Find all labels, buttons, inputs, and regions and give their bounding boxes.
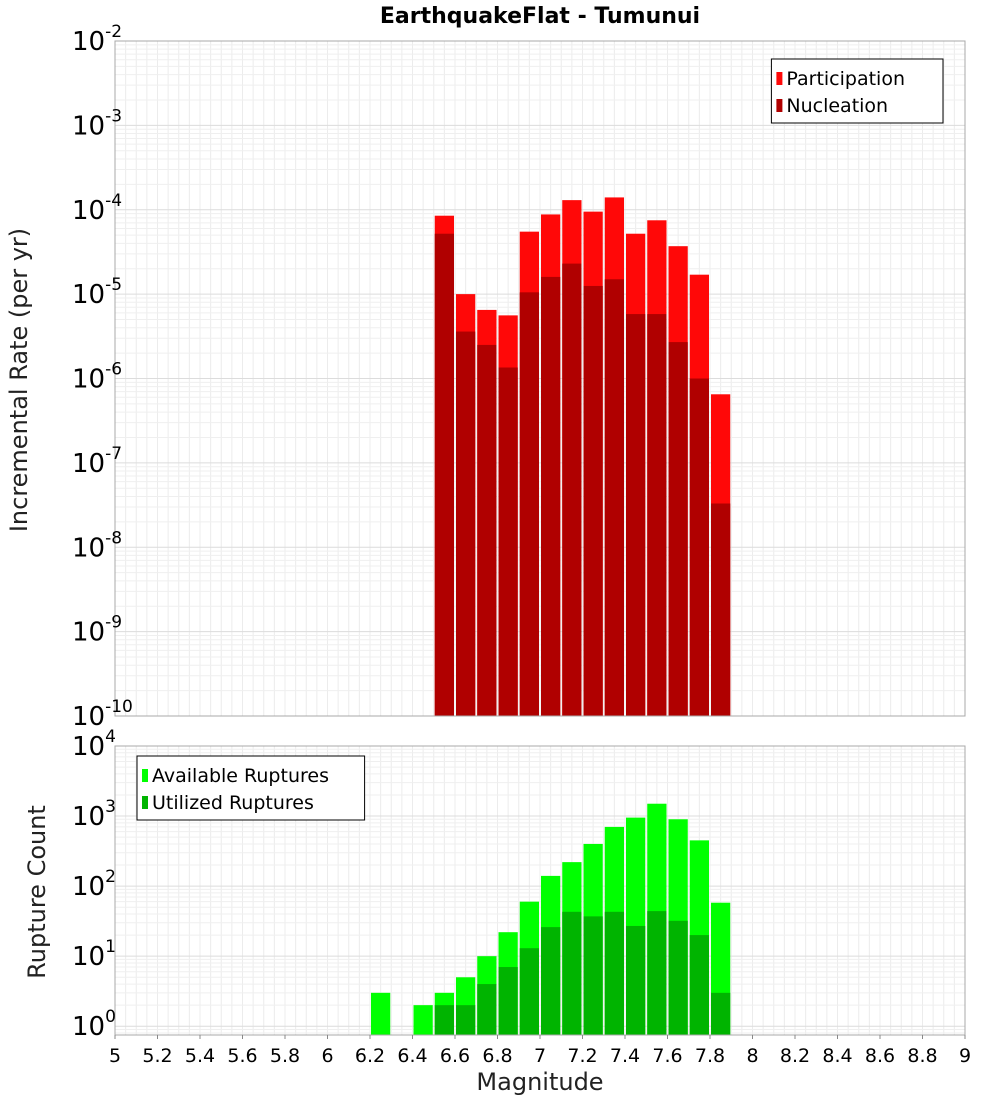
bottom-x-tick-label: 6.6	[440, 1045, 470, 1067]
top-bar	[477, 344, 497, 716]
bottom-gridlines	[114, 746, 966, 1035]
bottom-bar	[604, 911, 624, 1035]
bottom-x-tick-label: 8	[746, 1045, 758, 1067]
x-axis-label: Magnitude	[476, 1068, 603, 1096]
bottom-x-tick-label: 7.2	[567, 1045, 597, 1067]
top-legend-swatch	[776, 99, 783, 112]
bottom-legend: Available Ruptures Utilized Ruptures	[136, 755, 366, 821]
bottom-bar	[519, 948, 539, 1035]
top-series-2	[434, 233, 731, 716]
bottom-bar	[434, 1005, 454, 1035]
top-legend-swatch	[776, 72, 783, 85]
chart-title: EarthquakeFlat - Tumunui	[380, 4, 700, 29]
top-plot-border	[114, 40, 966, 717]
bottom-x-tick-label: 7.4	[610, 1045, 640, 1067]
bottom-y-tick-label: 104	[72, 727, 116, 762]
bottom-bar	[371, 992, 391, 1035]
bottom-y-axis-label: Rupture Count	[23, 805, 51, 979]
top-y-tick-label: 10-10	[72, 697, 133, 732]
top-legend-label: Participation	[786, 68, 905, 90]
bottom-x-tick-label: 5.2	[142, 1045, 172, 1067]
top-bar	[668, 342, 688, 716]
bottom-y-tick-label: 103	[72, 797, 116, 832]
top-bar	[626, 314, 646, 716]
top-bar	[541, 276, 561, 716]
top-bar	[711, 503, 731, 716]
top-gridlines	[114, 41, 966, 717]
bottom-y-tick-label: 102	[72, 867, 116, 902]
bottom-series-2	[434, 911, 731, 1035]
top-legend-box	[770, 58, 944, 124]
top-y-tick-label: 10-4	[72, 191, 122, 226]
top-y-tick-label: 10-7	[72, 444, 122, 479]
bottom-x-tick-label: 5.8	[270, 1045, 300, 1067]
bottom-x-tick-label: 7.6	[652, 1045, 682, 1067]
top-bar	[519, 292, 539, 716]
bottom-legend-swatch	[142, 769, 148, 782]
bottom-y-tick-label: 101	[72, 937, 116, 972]
bottom-x-tick-label: 5	[109, 1045, 121, 1067]
bottom-bar	[626, 925, 646, 1035]
bottom-x-tick-label: 6	[321, 1045, 333, 1067]
top-bar	[562, 263, 582, 716]
top-y-axis-label: Incremental Rate (per yr)	[5, 228, 33, 532]
bottom-legend-swatch	[142, 796, 148, 809]
top-bar	[689, 378, 709, 716]
bottom-plot-area: 100 101 102 103 104 5 5.2 5.4 5.6 5.8 6 6.2 6.4 6.6 6.…	[72, 727, 971, 1067]
bottom-bar	[689, 935, 709, 1035]
bottom-bar	[668, 920, 688, 1035]
bottom-bar	[413, 1005, 433, 1035]
bottom-bar	[498, 967, 518, 1035]
bottom-x-tick-label: 8.6	[865, 1045, 895, 1067]
bottom-x-tick-label: 7	[534, 1045, 546, 1067]
bottom-x-tick-label: 8.4	[822, 1045, 852, 1067]
top-legend-label: Nucleation	[786, 95, 888, 117]
top-bar	[583, 285, 603, 716]
bottom-bar	[541, 927, 561, 1035]
bottom-x-tick-label: 8.2	[780, 1045, 810, 1067]
bottom-x-tick-label: 5.4	[185, 1045, 215, 1067]
top-bar	[498, 367, 518, 716]
bottom-bar	[477, 984, 497, 1035]
bottom-x-tick-label: 7.8	[695, 1045, 725, 1067]
top-plot-area: 10-10 10-9 10-8 10-7 10-6 10-5 10-4 10-3 10-2 Par…	[72, 22, 966, 732]
top-bar	[604, 279, 624, 716]
bottom-bar	[562, 911, 582, 1035]
bottom-bar	[456, 1005, 476, 1035]
bottom-bar	[583, 916, 603, 1035]
top-y-tick-label: 10-8	[72, 528, 122, 563]
top-y-tick-label: 10-5	[72, 275, 122, 310]
bottom-x-tick-label: 6.4	[397, 1045, 427, 1067]
bottom-legend-box	[136, 755, 366, 821]
top-y-tick-label: 10-2	[72, 22, 122, 57]
top-legend: Participation Nucleation	[770, 58, 944, 124]
top-y-tick-label: 10-9	[72, 613, 122, 648]
bottom-bar	[711, 992, 731, 1035]
bottom-x-tick-label: 8.8	[907, 1045, 937, 1067]
top-bar	[434, 233, 454, 716]
bottom-bar	[647, 911, 667, 1035]
bottom-legend-label: Available Ruptures	[152, 765, 329, 787]
bottom-x-tick-label: 5.6	[227, 1045, 257, 1067]
top-y-tick-label: 10-3	[72, 106, 122, 141]
bottom-x-tick-label: 9	[959, 1045, 971, 1067]
top-bar	[456, 331, 476, 716]
bottom-x-tick-label: 6.8	[482, 1045, 512, 1067]
bottom-y-tick-label: 100	[72, 1007, 116, 1042]
top-y-tick-label: 10-6	[72, 360, 122, 395]
bottom-x-tick-label: 6.2	[355, 1045, 385, 1067]
top-bar	[647, 314, 667, 716]
bottom-legend-label: Utilized Ruptures	[152, 792, 314, 814]
